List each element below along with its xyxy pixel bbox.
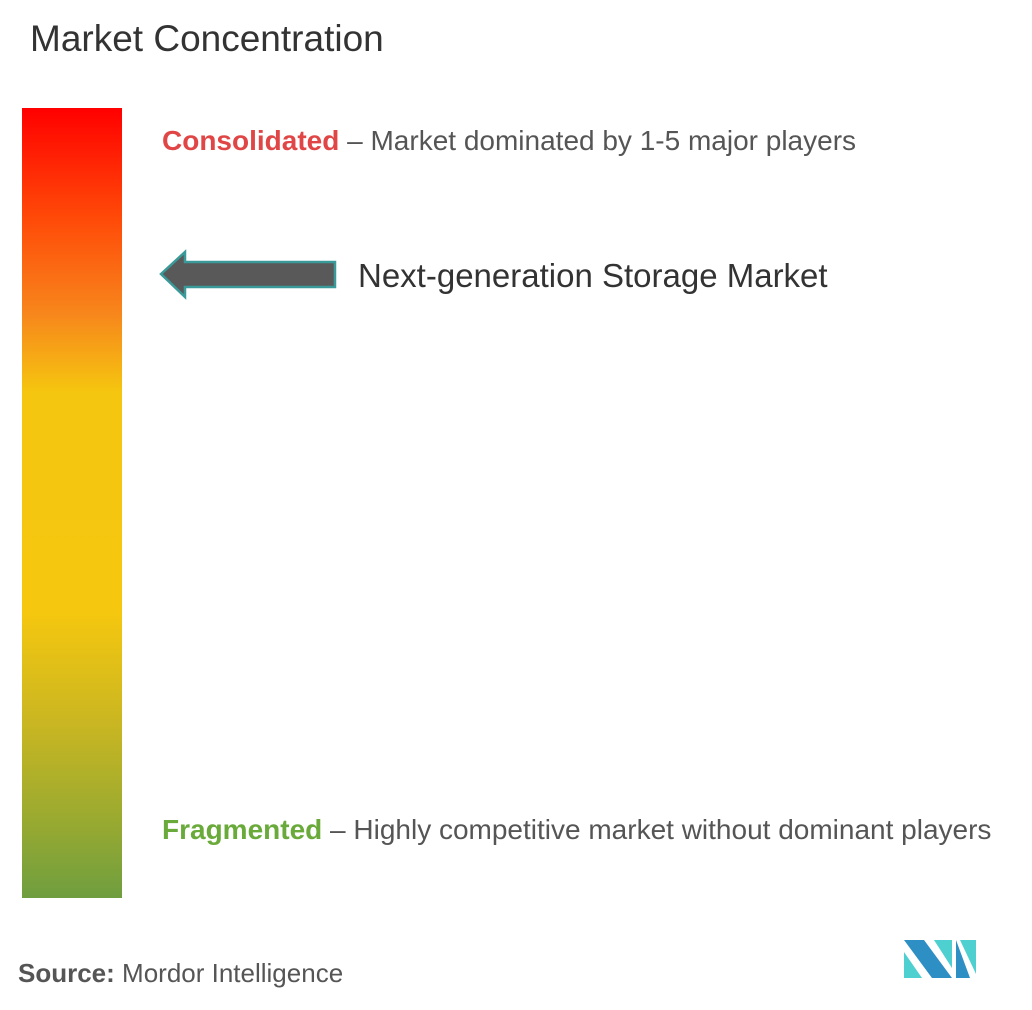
consolidated-description: – Market dominated by 1-5 major players bbox=[339, 125, 857, 156]
consolidated-label: Consolidated bbox=[162, 125, 340, 156]
source-label: Source: bbox=[18, 958, 115, 988]
fragmented-label: Fragmented bbox=[162, 814, 323, 845]
arrow-left-icon bbox=[159, 249, 337, 300]
concentration-gradient-bar bbox=[22, 108, 122, 898]
source-value: Mordor Intelligence bbox=[114, 958, 344, 988]
fragmented-legend: Fragmented – Highly competitive market w… bbox=[162, 800, 1012, 860]
fragmented-description: – Highly competitive market without domi… bbox=[322, 814, 992, 845]
source-line: Source: Mordor Intelligence bbox=[18, 958, 343, 989]
page-title: Market Concentration bbox=[30, 18, 384, 59]
market-marker-label: Next-generation Storage Market bbox=[358, 257, 828, 294]
consolidated-legend: Consolidated – Market dominated by 1-5 m… bbox=[162, 125, 856, 157]
mordor-logo-icon bbox=[904, 940, 976, 978]
